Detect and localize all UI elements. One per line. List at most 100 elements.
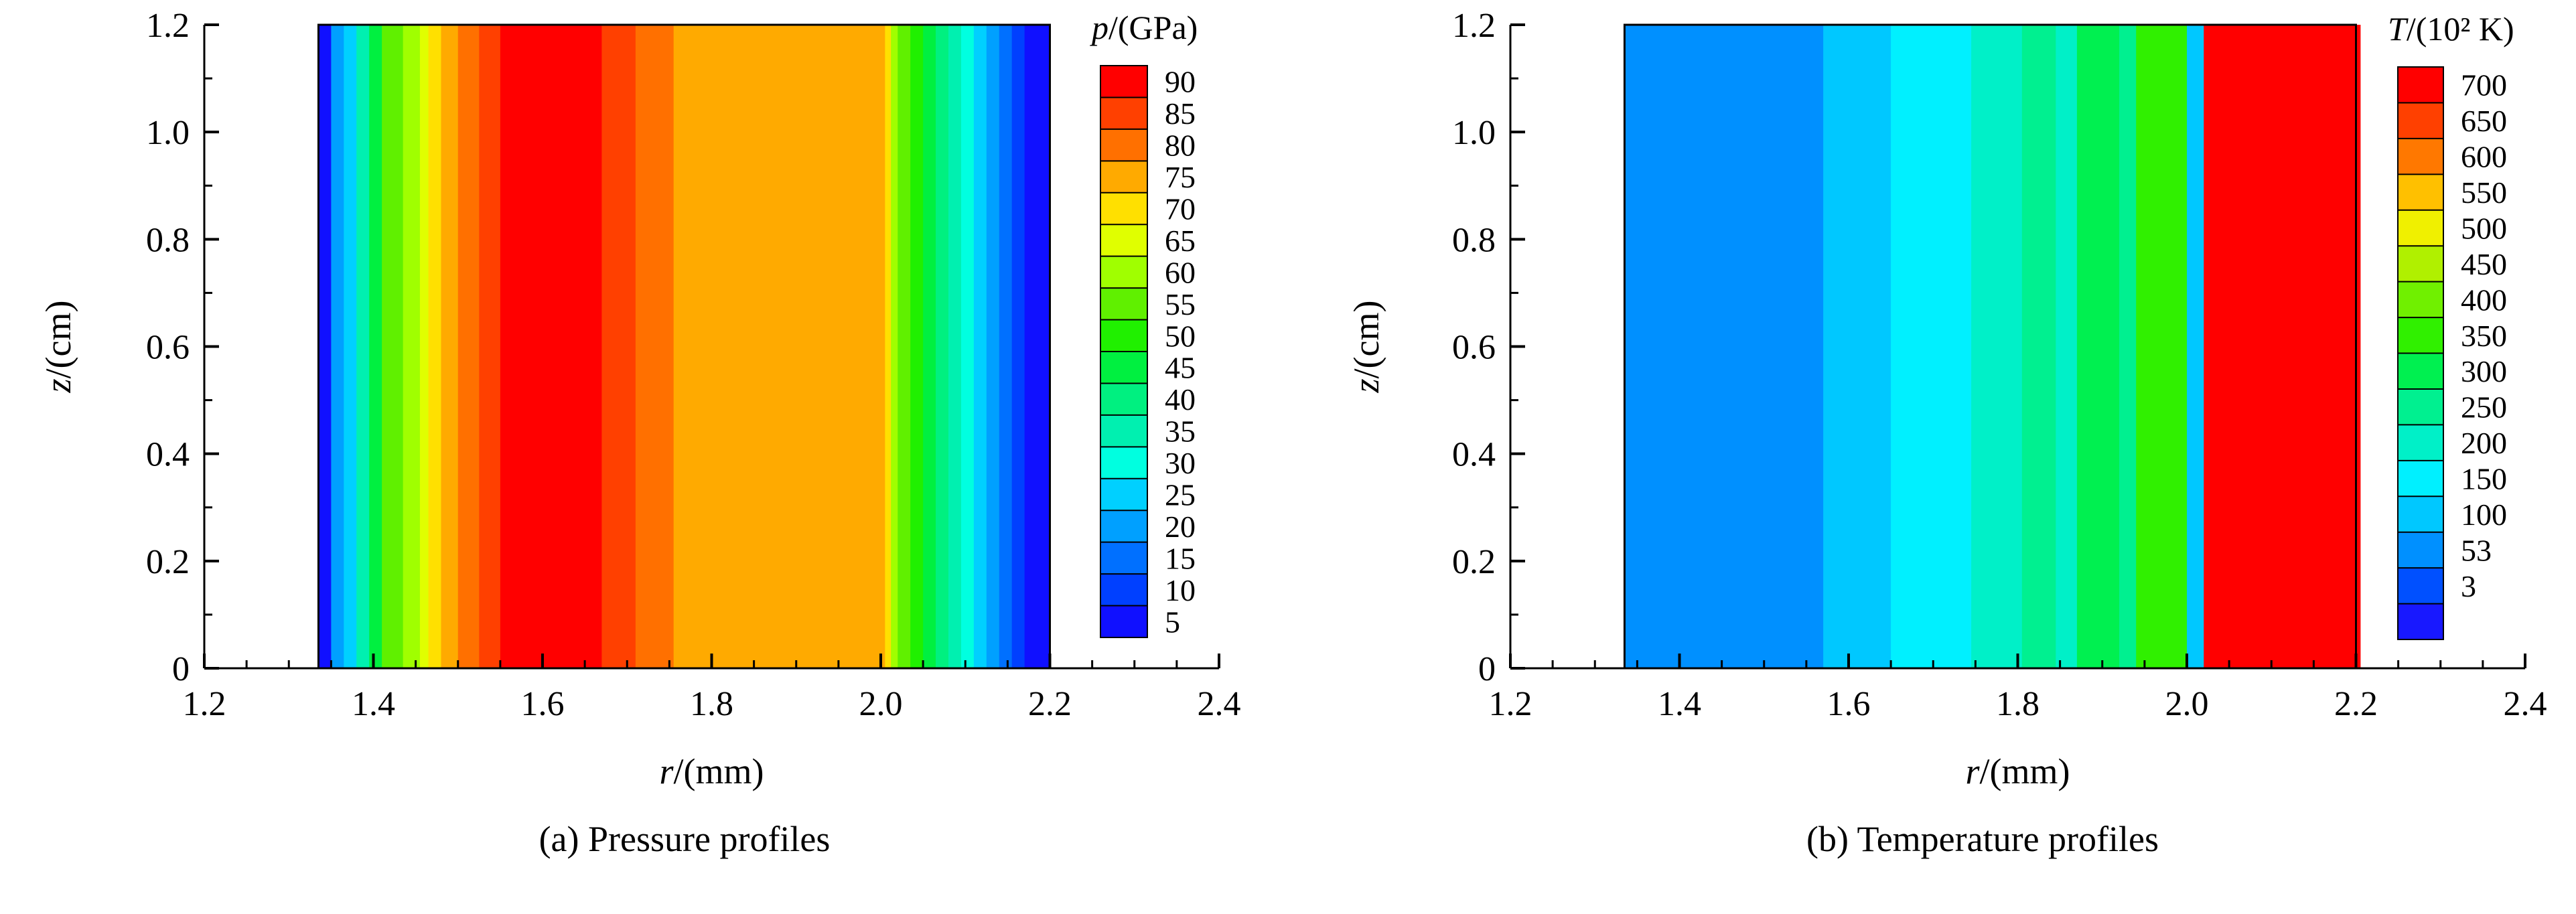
pressure-band-22: [948, 25, 962, 668]
temperature-colorbar-label: 300: [2461, 354, 2507, 388]
temperature-colorbar-segment: [2398, 102, 2443, 139]
temperature-colorbar-segment: [2398, 246, 2443, 283]
temperature-colorbar-segment: [2398, 353, 2443, 390]
pressure-y-tick-label: 1.2: [146, 7, 190, 45]
pressure-y-tick-label: 0.6: [146, 329, 190, 367]
pressure-colorbar-label: 10: [1165, 573, 1196, 607]
pressure-colorbar-segment: [1100, 224, 1147, 257]
pressure-colorbar-segment: [1100, 510, 1147, 543]
pressure-y-tick-label: 1.0: [146, 114, 190, 152]
pressure-colorbar-label: 30: [1165, 446, 1196, 480]
temperature-band-9: [2187, 25, 2204, 668]
pressure-band-14: [635, 25, 674, 668]
temperature-colorbar-title: T/(10² K): [2388, 10, 2514, 48]
pressure-band-16: [885, 25, 891, 668]
pressure-colorbar-segment: [1100, 542, 1147, 575]
pressure-x-tick-label: 2.0: [859, 685, 903, 723]
temperature-colorbar-label: 650: [2461, 104, 2507, 138]
pressure-y-axis-title: z/(cm): [38, 301, 78, 394]
pressure-band-3: [356, 25, 370, 668]
temperature-band-7: [2119, 25, 2137, 668]
pressure-colorbar-label: 20: [1165, 510, 1196, 544]
pressure-y-tick-label: 0.4: [146, 436, 190, 474]
pressure-y-tick-label: 0: [172, 650, 190, 688]
pressure-band-28: [1024, 25, 1038, 668]
temperature-colorbar-label: 700: [2461, 68, 2507, 102]
temperature-colorbar-segment: [2398, 568, 2443, 605]
temperature-x-tick-label: 2.2: [2334, 685, 2378, 723]
temperature-colorbar-label: 100: [2461, 498, 2507, 532]
pressure-colorbar-segment: [1100, 478, 1147, 511]
temperature-band-8: [2136, 25, 2188, 668]
temperature-x-tick-label: 2.0: [2165, 685, 2209, 723]
pressure-y-tick-label: 0.2: [146, 543, 190, 581]
temperature-y-tick-label: 0.4: [1452, 436, 1496, 474]
pressure-band-17: [891, 25, 898, 668]
temperature-colorbar-label: 550: [2461, 175, 2507, 210]
temperature-colorbar-label: 53: [2461, 533, 2492, 567]
pressure-x-axis-title: r/(mm): [660, 751, 764, 791]
pressure-colorbar-label: 50: [1165, 319, 1196, 353]
temperature-x-tick-label: 1.8: [1996, 685, 2040, 723]
temperature-x-tick-label: 1.6: [1827, 685, 1871, 723]
temperature-band-1: [1823, 25, 1891, 668]
pressure-band-2: [344, 25, 357, 668]
temperature-colorbar-label: 350: [2461, 319, 2507, 353]
pressure-band-11: [479, 25, 501, 668]
pressure-colorbar-title: p/(GPa): [1090, 9, 1198, 46]
temperature-colorbar-label: 250: [2461, 390, 2507, 425]
pressure-band-12: [500, 25, 602, 668]
pressure-band-7: [419, 25, 429, 668]
pressure-band-8: [428, 25, 442, 668]
pressure-colorbar-label: 5: [1165, 605, 1180, 639]
temperature-colorbar-segment: [2398, 603, 2443, 640]
temperature-y-tick-label: 0.8: [1452, 221, 1496, 259]
pressure-band-0: [318, 25, 332, 668]
pressure-colorbar-label: 85: [1165, 96, 1196, 131]
pressure-colorbar-label: 90: [1165, 65, 1196, 99]
temperature-band-10: [2204, 25, 2361, 668]
pressure-colorbar-segment: [1100, 129, 1147, 161]
caption-pressure: (a) Pressure profiles: [539, 819, 831, 859]
temperature-y-tick-label: 0.2: [1452, 543, 1496, 581]
temperature-colorbar-segment: [2398, 460, 2443, 497]
pressure-band-21: [936, 25, 949, 668]
temperature-colorbar-label: 400: [2461, 283, 2507, 317]
pressure-band-27: [1011, 25, 1025, 668]
temperature-band-0: [1624, 25, 1824, 668]
pressure-colorbar-segment: [1100, 256, 1147, 289]
pressure-x-tick-label: 1.8: [690, 685, 733, 723]
pressure-x-tick-label: 1.2: [183, 685, 226, 723]
temperature-colorbar-segment: [2398, 174, 2443, 211]
temperature-colorbar-label: 450: [2461, 247, 2507, 281]
temperature-y-tick-label: 1.2: [1452, 7, 1496, 45]
pressure-colorbar-label: 55: [1165, 287, 1196, 321]
pressure-x-tick-label: 1.6: [521, 685, 565, 723]
temperature-band-2: [1891, 25, 1972, 668]
pressure-colorbar-label: 80: [1165, 129, 1196, 163]
temperature-colorbar-label: 3: [2461, 569, 2476, 603]
pressure-band-26: [999, 25, 1013, 668]
temperature-y-tick-label: 0.6: [1452, 329, 1496, 367]
pressure-colorbar-segment: [1100, 97, 1147, 130]
temperature-y-tick-label: 0: [1478, 650, 1496, 688]
pressure-band-24: [973, 25, 987, 668]
pressure-colorbar-label: 15: [1165, 541, 1196, 575]
pressure-band-4: [369, 25, 382, 668]
pressure-band-29: [1037, 25, 1051, 668]
temperature-colorbar-label: 500: [2461, 211, 2507, 245]
pressure-colorbar-label: 75: [1165, 160, 1196, 194]
temperature-colorbar-segment: [2398, 425, 2443, 461]
pressure-colorbar-segment: [1100, 66, 1147, 98]
temperature-band-3: [1971, 25, 2023, 668]
temperature-colorbar-segment: [2398, 138, 2443, 175]
pressure-x-tick-label: 1.4: [352, 685, 395, 723]
pressure-colorbar-segment: [1100, 574, 1147, 607]
temperature-x-tick-label: 1.4: [1658, 685, 1701, 723]
temperature-x-tick-label: 2.4: [2504, 685, 2547, 723]
temperature-band-4: [2021, 25, 2056, 668]
temperature-y-axis-title: z/(cm): [1346, 301, 1386, 394]
temperature-colorbar-label: 150: [2461, 462, 2507, 496]
pressure-colorbar-segment: [1100, 161, 1147, 194]
temperature-colorbar-label: 600: [2461, 140, 2507, 174]
